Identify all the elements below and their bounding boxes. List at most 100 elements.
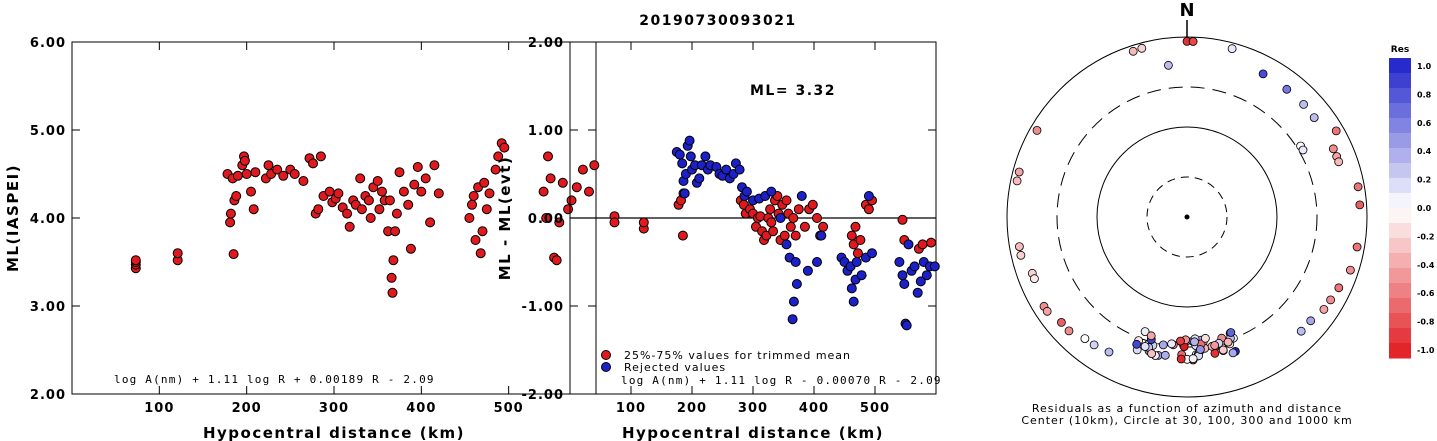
- colorbar-cell: [1389, 253, 1411, 269]
- data-point: [543, 151, 553, 162]
- data-point: [779, 230, 790, 241]
- station-point: [1296, 326, 1306, 336]
- left-scatter-points: [130, 138, 600, 298]
- data-point: [912, 287, 923, 298]
- station-point: [1147, 349, 1156, 359]
- data-point: [289, 169, 300, 179]
- data-point: [420, 173, 431, 184]
- colorbar-tick-label: 1.0: [1417, 62, 1432, 71]
- x-tick-label: 400: [406, 401, 436, 416]
- y-tick-label: 3.00: [30, 300, 66, 315]
- data-point: [490, 164, 501, 175]
- data-point: [775, 213, 786, 223]
- legend-marker-rejected: [601, 362, 611, 372]
- colorbar-cell: [1389, 328, 1411, 344]
- x-tick-label: 300: [738, 401, 768, 416]
- station-point: [1196, 345, 1205, 354]
- x-tick-label: 100: [144, 401, 174, 416]
- mid-x-axis-label: Hypocentral distance (km): [622, 424, 884, 441]
- station-point: [1015, 242, 1024, 252]
- data-point: [734, 164, 745, 175]
- y-tick-label: 0.00: [528, 212, 564, 227]
- colorbar-cell: [1389, 208, 1411, 224]
- data-point: [384, 195, 395, 206]
- data-point: [344, 221, 355, 232]
- colorbar-cell: [1389, 238, 1411, 254]
- data-point: [394, 167, 405, 178]
- data-point: [493, 151, 504, 162]
- data-point: [848, 296, 859, 307]
- station-point: [1128, 46, 1138, 56]
- station-point: [1331, 126, 1341, 136]
- station-point: [1014, 167, 1024, 177]
- x-tick-label: 100: [616, 401, 646, 416]
- data-point: [802, 265, 813, 276]
- station-point: [1326, 295, 1335, 305]
- station-point: [1042, 306, 1052, 316]
- station-point: [1223, 337, 1233, 347]
- colorbar-cell: [1389, 193, 1411, 209]
- data-point: [342, 208, 353, 219]
- station-point: [1158, 340, 1168, 350]
- polar-panel: N Residuals as a function of azimuth and…: [1006, 0, 1368, 427]
- station-point: [1137, 43, 1147, 53]
- colorbar-title: Res: [1391, 45, 1409, 55]
- station-point: [1210, 340, 1220, 350]
- data-point: [563, 204, 574, 215]
- data-point: [917, 239, 928, 250]
- left-formula: log A(nm) + 1.11 log R + 0.00189 R - 2.0…: [114, 373, 435, 386]
- station-point: [1132, 339, 1142, 349]
- station-point: [1258, 69, 1268, 79]
- data-point: [781, 195, 792, 206]
- colorbar-tick-label: -0.4: [1417, 261, 1435, 270]
- data-point: [609, 217, 620, 228]
- data-point: [272, 164, 283, 175]
- left-y-ticks: 6.00 5.00 4.00 3.00 2.00: [30, 36, 596, 403]
- data-point: [577, 164, 588, 175]
- data-point: [818, 221, 829, 232]
- station-point: [1299, 100, 1308, 109]
- data-point: [374, 204, 385, 215]
- data-point: [638, 217, 649, 228]
- data-point: [677, 158, 688, 169]
- station-point: [1030, 274, 1039, 284]
- station-point: [1306, 316, 1316, 326]
- data-point: [477, 226, 488, 237]
- data-point: [812, 257, 822, 267]
- ring-30km: [1146, 176, 1228, 258]
- left-x-ticks: 100 200 300 400 500: [144, 42, 523, 416]
- data-point: [499, 142, 510, 153]
- data-point: [405, 243, 416, 254]
- data-point: [225, 208, 236, 219]
- data-point: [796, 191, 807, 201]
- colorbar-tick-label: -1.0: [1417, 346, 1435, 355]
- data-point: [390, 226, 401, 237]
- data-point: [372, 176, 383, 186]
- data-point: [897, 270, 908, 281]
- colorbar-cell: [1389, 178, 1411, 194]
- station-point: [1353, 182, 1363, 192]
- colorbar-tick-label: 0.0: [1417, 204, 1432, 213]
- colorbar-cell: [1389, 148, 1411, 164]
- data-point: [566, 195, 577, 206]
- left-y-axis-label: ML(IASPEI): [4, 164, 22, 272]
- colorbar-cell: [1389, 163, 1411, 179]
- data-point: [694, 173, 705, 184]
- station-point: [1218, 345, 1228, 355]
- data-point: [246, 186, 256, 197]
- data-point: [356, 204, 367, 215]
- data-point: [677, 230, 688, 241]
- station-point: [1089, 340, 1099, 350]
- data-point: [241, 169, 252, 179]
- data-point: [298, 176, 309, 186]
- colorbar-cell: [1389, 133, 1411, 149]
- data-point: [333, 188, 344, 199]
- data-point: [239, 155, 250, 166]
- station-point: [1226, 328, 1236, 337]
- data-point: [467, 199, 477, 210]
- data-point: [816, 230, 827, 241]
- data-point: [788, 296, 799, 307]
- data-point: [765, 204, 776, 215]
- data-point: [554, 217, 565, 228]
- colorbar-tick-label: 0.4: [1417, 147, 1432, 156]
